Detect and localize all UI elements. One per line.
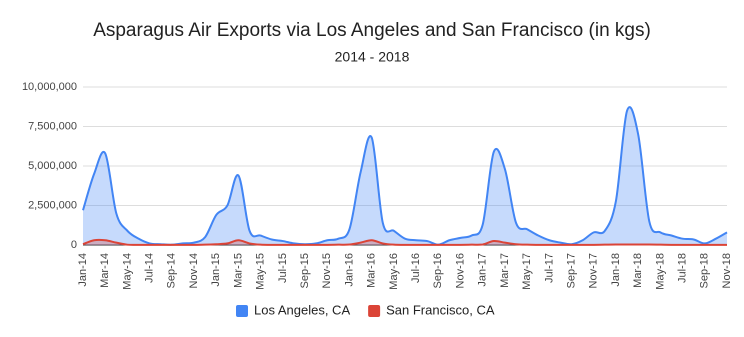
x-tick-label: Jan-14: [77, 253, 89, 287]
x-tick-label: Jul-18: [676, 253, 688, 283]
x-tick-label: Jul-14: [144, 253, 156, 283]
x-tick-label: Jan-17: [477, 253, 489, 287]
area-fill: [83, 107, 727, 245]
series-line: [82, 238, 728, 246]
x-tick-label: Jul-15: [277, 253, 289, 283]
legend-swatch: [236, 305, 248, 317]
x-tick-label: Nov-16: [454, 253, 466, 288]
x-tick-label: Mar-18: [632, 253, 644, 288]
legend-swatch: [368, 305, 381, 317]
y-tick-label: 5,000,000: [28, 160, 77, 172]
x-tick-label: Sep-15: [299, 253, 311, 288]
area-fill: [83, 239, 727, 245]
chart-subtitle: 2014 - 2018: [335, 49, 410, 65]
x-tick-label: Jan-18: [610, 253, 622, 287]
x-tick-label: Nov-17: [588, 253, 600, 288]
x-tick-label: Nov-18: [721, 253, 733, 288]
series-line: [82, 106, 728, 246]
x-tick-label: Jul-17: [543, 253, 555, 283]
x-tick-label: Sep-14: [166, 253, 178, 288]
legend-label: Los Angeles, CA: [254, 302, 350, 317]
y-tick-label: 2,500,000: [28, 199, 77, 211]
x-tick-label: Mar-17: [499, 253, 511, 288]
chart-title: Asparagus Air Exports via Los Angeles an…: [93, 20, 651, 41]
x-tick-label: Mar-16: [366, 253, 378, 288]
x-tick-label: Sep-17: [565, 253, 577, 288]
x-tick-label: Jan-16: [343, 253, 355, 287]
legend-label: San Francisco, CA: [386, 302, 495, 317]
x-tick-label: May-15: [255, 253, 267, 290]
x-tick-label: Nov-14: [188, 253, 200, 288]
y-tick-label: 0: [71, 239, 77, 251]
x-tick-label: Mar-14: [99, 253, 111, 288]
x-tick-label: Jan-15: [210, 253, 222, 287]
x-tick-label: Sep-18: [699, 253, 711, 288]
y-tick-label: 7,500,000: [28, 120, 77, 132]
x-tick-label: May-17: [521, 253, 533, 290]
x-tick-label: Mar-15: [232, 253, 244, 288]
x-tick-label: May-16: [388, 253, 400, 290]
x-tick-label: Sep-16: [432, 253, 444, 288]
y-tick-label: 10,000,000: [22, 81, 77, 93]
x-tick-label: Nov-15: [321, 253, 333, 288]
x-tick-label: May-14: [121, 253, 133, 290]
x-tick-label: May-18: [654, 253, 666, 290]
x-tick-label: Jul-16: [410, 253, 422, 283]
